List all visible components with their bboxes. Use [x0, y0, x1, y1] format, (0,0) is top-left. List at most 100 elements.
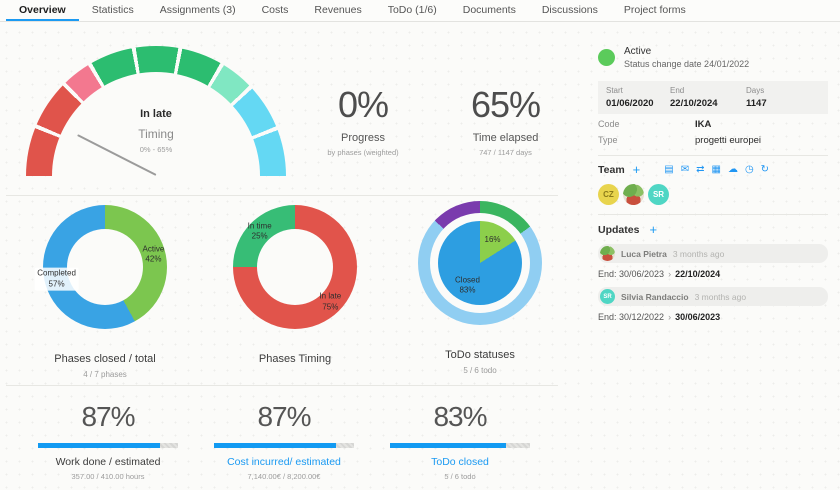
- tab-discussions[interactable]: Discussions: [541, 4, 598, 16]
- cost-incurred-percent: 87%: [257, 401, 311, 432]
- type-value: progetti europei: [695, 135, 762, 146]
- transfer-icon[interactable]: ⇄: [696, 164, 705, 175]
- team-icons: ▤ ✉ ⇄ ▦ ☁ ◷ ↻: [664, 164, 769, 175]
- gauge-status-label: In late: [140, 108, 172, 120]
- work-done-percent: 87%: [81, 401, 135, 432]
- update-band-1[interactable]: SR Silvia Randaccio 3 months ago: [598, 287, 828, 306]
- todo-closed-title[interactable]: ToDo closed: [431, 456, 489, 468]
- time-elapsed-value: 65%: [470, 84, 541, 125]
- update-item-0: Luca Pietra 3 months ago End: 30/06/2023 › 2…: [598, 244, 828, 279]
- team-members: CZ SR: [598, 184, 828, 205]
- update-item-1: SR Silvia Randaccio 3 months ago End: 30/12…: [598, 287, 828, 322]
- work-done-bar: [38, 443, 178, 448]
- type-label: Type: [598, 135, 618, 145]
- updates-header: Updates +: [598, 223, 828, 236]
- kpi-time-elapsed: 65% Time elapsed 747 / 1147 days: [443, 84, 568, 157]
- gauge-metric-label: Timing: [138, 127, 174, 141]
- dates-band: Start 01/06/2020 End 22/10/2024 Days 114…: [598, 81, 828, 114]
- work-done-title: Work done / estimated: [55, 456, 161, 468]
- update-band-0[interactable]: Luca Pietra 3 months ago: [598, 244, 828, 263]
- progress-sublabel: by phases (weighted): [327, 148, 399, 157]
- phases-closed-hole: [67, 229, 143, 305]
- phases-closed-chart[interactable]: Active 42% Completed 57%: [22, 205, 188, 339]
- tab-overview[interactable]: Overview: [6, 0, 79, 21]
- clock-icon[interactable]: ◷: [744, 164, 754, 175]
- status-dot: [598, 49, 615, 66]
- add-update-button[interactable]: +: [649, 222, 658, 237]
- gauge-range-label: 0% - 65%: [139, 145, 173, 154]
- phases-timing-hole: [257, 229, 333, 305]
- time-elapsed-sublabel: 747 / 1147 days: [479, 148, 532, 157]
- type-field: Type progetti europei: [598, 135, 828, 146]
- status-change-date: Status change date 24/01/2022: [624, 59, 750, 69]
- code-label: Code: [598, 119, 620, 129]
- phases-timing-slice-label-0: In late 75%: [319, 291, 342, 312]
- phases-closed-title: Phases closed / total: [54, 353, 156, 365]
- update-time-0: 3 months ago: [672, 248, 725, 259]
- time-elapsed-label: Time elapsed: [472, 132, 539, 144]
- update-author-0: Luca Pietra: [621, 248, 667, 259]
- phases-timing-block: In late 75% In time 25% Phases Timing: [212, 205, 378, 370]
- phases-closed-block: Active 42% Completed 57% Phases closed / …: [22, 205, 188, 379]
- todo-closed-bar: [390, 443, 530, 448]
- cost-incurred-title[interactable]: Cost incurred/ estimated: [227, 456, 341, 468]
- update-time-1: 3 months ago: [694, 291, 747, 302]
- team-avatar-CZ[interactable]: CZ: [598, 184, 619, 205]
- todo-inner-pie: [438, 221, 522, 305]
- cost-incurred-bar: [214, 443, 354, 448]
- tab-costs[interactable]: Costs: [261, 4, 289, 16]
- sidebar-divider-2: [598, 214, 828, 215]
- phases-closed-donut: Active 42% Completed 57%: [34, 205, 167, 329]
- team-row: Team + ▤ ✉ ⇄ ▦ ☁ ◷ ↻: [598, 163, 828, 176]
- update-detail-0: End: 30/06/2023 › 22/10/2024: [598, 269, 721, 279]
- work-done-card: 87% Work done / estimated 357.00 / 410.0…: [20, 398, 196, 481]
- gauge-center-text: In late Timing 0% - 65%: [26, 108, 286, 154]
- team-avatar-photo[interactable]: [623, 184, 644, 205]
- phases-closed-slice-label-0: Active 42%: [142, 244, 165, 264]
- cloud-icon[interactable]: ☁: [727, 164, 738, 175]
- tab-todo-1-6[interactable]: ToDo (1/6): [387, 4, 437, 16]
- work-done-subtitle: 357.00 / 410.00 hours: [71, 472, 145, 481]
- cost-incurred-subtitle: 7,140.00€ / 8,200.00€: [247, 472, 321, 481]
- gauge-arc: [26, 46, 286, 177]
- end-value: 22/10/2024: [670, 98, 718, 109]
- add-team-member-button[interactable]: +: [632, 162, 641, 177]
- tab-statistics[interactable]: Statistics: [91, 4, 134, 16]
- timing-gauge-chart[interactable]: In late Timing 0% - 65%: [26, 46, 286, 184]
- cost-incurred-card: 87% Cost incurred/ estimated 7,140.00€ /…: [196, 398, 372, 481]
- tab-assignments-3[interactable]: Assignments (3): [159, 4, 236, 16]
- refresh-icon[interactable]: ↻: [760, 164, 770, 175]
- kpi-progress: 0% Progress by phases (weighted): [303, 84, 423, 157]
- tab-revenues[interactable]: Revenues: [314, 4, 362, 16]
- phases-timing-chart[interactable]: In late 75% In time 25%: [212, 205, 378, 339]
- tab-documents[interactable]: Documents: [462, 4, 516, 16]
- progress-value: 0%: [337, 84, 389, 125]
- section-divider-2: [6, 385, 558, 386]
- status-row: Active Status change date 24/01/2022: [598, 46, 828, 69]
- status-label: Active: [624, 46, 652, 57]
- todo-statuses-chart[interactable]: 16% Closed 83%: [397, 201, 563, 335]
- section-divider: [6, 195, 558, 196]
- team-avatar-SR[interactable]: SR: [648, 184, 669, 205]
- message-icon[interactable]: ✉: [680, 164, 690, 175]
- tab-project-forms[interactable]: Project forms: [623, 4, 686, 16]
- sidebar-divider-1: [598, 155, 828, 156]
- phases-timing-donut: In late 75% In time 25%: [233, 205, 357, 329]
- todo-closed-percent: 83%: [433, 401, 487, 432]
- cost-incurred-bar-fill: [214, 443, 336, 448]
- calendar-icon[interactable]: ▤: [664, 164, 674, 175]
- updates-label: Updates: [598, 223, 640, 236]
- tab-bar: Overview Statistics Assignments (3) Costs Re…: [0, 0, 840, 22]
- update-avatar-1[interactable]: SR: [600, 289, 615, 304]
- project-sidebar: Active Status change date 24/01/2022 Sta…: [598, 46, 828, 322]
- updates-list: Luca Pietra 3 months ago End: 30/06/2023 › 2…: [598, 244, 828, 322]
- start-value: 01/06/2020: [606, 98, 654, 109]
- grid-icon[interactable]: ▦: [711, 164, 721, 175]
- update-author-1: Silvia Randaccio: [621, 291, 689, 302]
- work-done-bar-fill: [38, 443, 160, 448]
- update-avatar-0[interactable]: [600, 246, 615, 261]
- update-detail-1: End: 30/12/2022 › 30/06/2023: [598, 312, 721, 322]
- todo-statuses-subtitle: 5 / 6 todo: [463, 366, 497, 375]
- todo-closed-card: 83% ToDo closed 5 / 6 todo: [372, 398, 548, 481]
- progress-label: Progress: [340, 132, 386, 144]
